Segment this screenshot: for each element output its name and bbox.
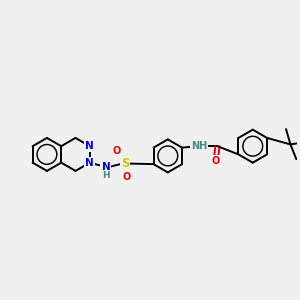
Text: O: O: [212, 156, 220, 166]
Text: NH: NH: [191, 141, 207, 151]
Text: H: H: [102, 171, 110, 180]
Text: N: N: [85, 158, 94, 168]
Text: O: O: [113, 146, 121, 156]
Text: S: S: [121, 157, 129, 170]
Text: N: N: [85, 141, 94, 151]
Text: O: O: [122, 172, 131, 182]
Text: N: N: [102, 162, 110, 172]
